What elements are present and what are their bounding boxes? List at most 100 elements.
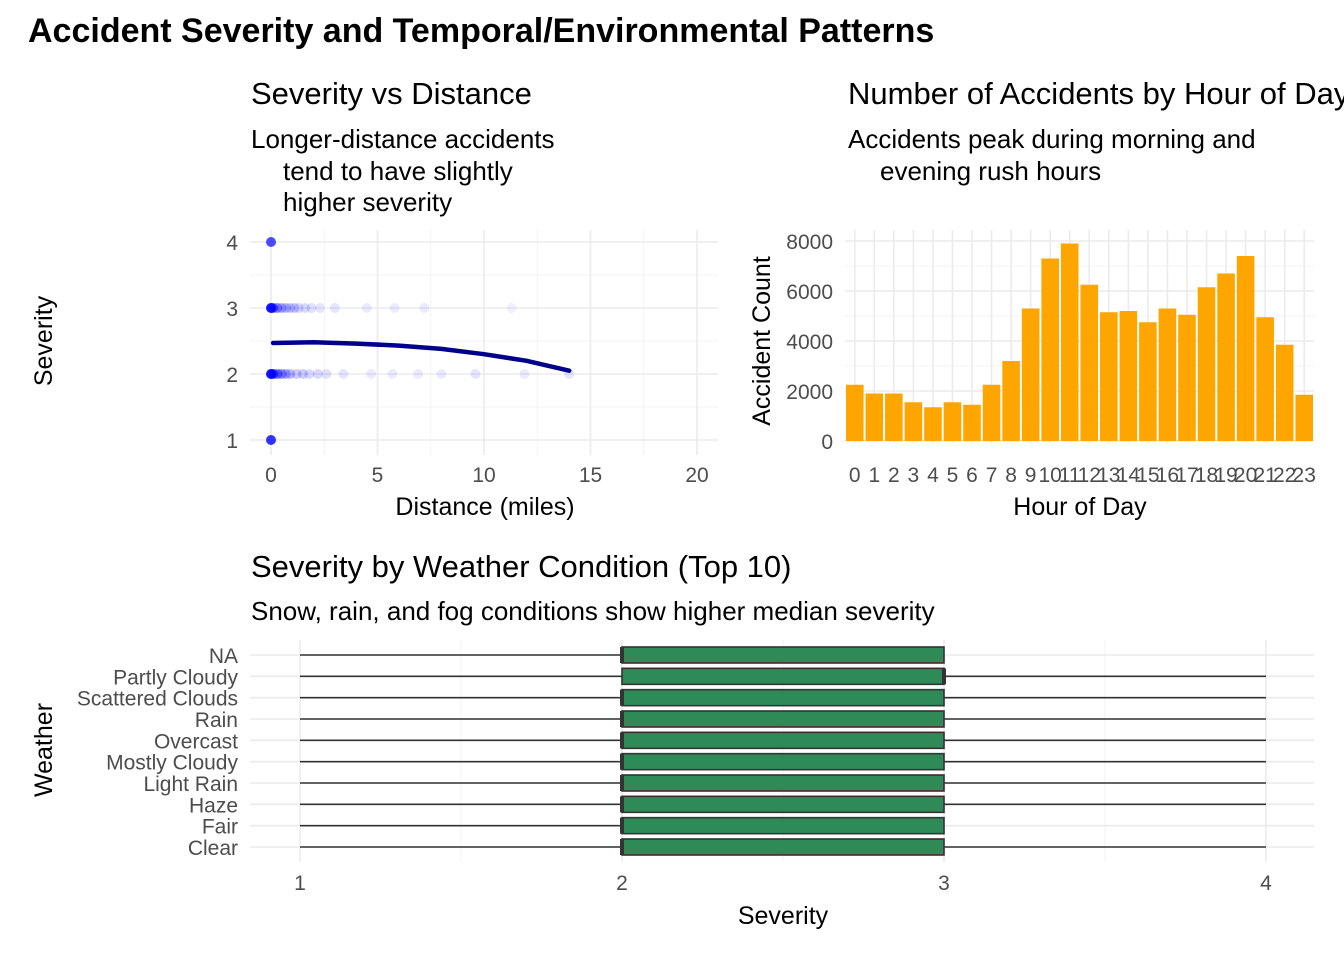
boxplot-box (621, 646, 945, 664)
scatter-point (280, 303, 291, 313)
boxplot-y-tick-label: NA (209, 645, 238, 668)
bar-panel: Number of Accidents by Hour of Day Accid… (748, 76, 1344, 521)
boxplot-box (621, 838, 945, 856)
scatter-point (306, 303, 317, 313)
bar-x-tick-label: 6 (966, 464, 978, 487)
bar-hour (943, 402, 962, 441)
boxplot-x-tick-label: 2 (616, 872, 628, 895)
bar-x-tick-label: 4 (927, 464, 939, 487)
bar-x-tick-label: 21 (1253, 464, 1276, 487)
scatter-point (519, 369, 530, 379)
bar-hour (924, 407, 942, 441)
scatter-x-tick-label: 15 (579, 464, 602, 487)
bar-x-tick-label: 8 (1005, 464, 1017, 487)
scatter-panel: Severity vs Distance Longer-distance acc… (30, 76, 718, 521)
scatter-point (268, 303, 279, 313)
scatter-title: Severity vs Distance (251, 76, 532, 111)
boxplot-box (621, 752, 945, 771)
scatter-point (276, 303, 287, 313)
scatter-point (300, 303, 311, 313)
bar-y-tick-label: 6000 (786, 281, 833, 304)
main-title: Accident Severity and Temporal/Environme… (28, 12, 934, 50)
scatter-point (361, 303, 372, 313)
scatter-point (321, 369, 332, 379)
boxplot-y-tick-label: Overcast (154, 730, 238, 753)
bar-hour (1217, 273, 1235, 441)
bar-hour (845, 384, 864, 441)
boxplot-y-tick-label: Partly Cloudy (113, 666, 238, 689)
bar-x-tick-label: 12 (1078, 464, 1101, 487)
bar-hour (1275, 344, 1294, 441)
bar-hour (1256, 317, 1274, 441)
boxplot-box (621, 710, 945, 728)
scatter-point (436, 369, 447, 379)
bar-hour (1119, 311, 1138, 441)
scatter-point (297, 369, 308, 379)
scatter-point (276, 369, 287, 379)
boxplot-box (621, 795, 945, 814)
boxplot-x-tick-label: 4 (1260, 872, 1272, 895)
bar-x-tick-label: 0 (849, 464, 861, 487)
bar-hour (1178, 314, 1196, 441)
boxplot-box (621, 667, 945, 686)
bar-hour (1100, 312, 1118, 441)
bar-x-tick-label: 14 (1117, 464, 1141, 487)
boxplot-y-tick-label: Fair (202, 816, 238, 839)
scatter-point (272, 303, 283, 313)
scatter-point (338, 369, 349, 379)
boxplot-x-tick-label: 3 (938, 872, 950, 895)
bar-hour (963, 404, 981, 441)
boxplot-subtitle: Snow, rain, and fog conditions show high… (251, 596, 935, 626)
scatter-x-tick-label: 0 (265, 464, 277, 487)
bar-hour (1002, 361, 1020, 441)
bar-hour (1060, 243, 1079, 441)
bar-hour (865, 393, 884, 441)
scatter-point (387, 369, 398, 379)
scatter-x-tick-label: 5 (372, 464, 384, 487)
bar-y-tick-label: 0 (821, 431, 833, 454)
bar-x-tick-label: 16 (1156, 464, 1179, 487)
boxplot-box (621, 688, 945, 707)
scatter-y-axis-label: Severity (30, 295, 58, 386)
bar-hour (1041, 258, 1059, 441)
scatter-y-tick-label: 3 (226, 298, 238, 321)
bar-hour (1080, 284, 1099, 441)
bar-y-tick-label: 2000 (786, 381, 833, 404)
bar-x-tick-label: 7 (986, 464, 998, 487)
bar-hour (982, 384, 1001, 441)
scatter-point (412, 369, 423, 379)
boxplot-y-tick-label: Mostly Cloudy (106, 752, 238, 775)
bar-hour (1197, 287, 1216, 441)
bar-x-tick-label: 9 (1025, 464, 1037, 487)
bar-hour (904, 402, 923, 441)
bar-subtitle-line-1: Accidents peak during morning and (848, 124, 1256, 154)
scatter-subtitle-line-3: higher severity (283, 187, 452, 217)
bar-x-tick-label: 18 (1195, 464, 1218, 487)
bar-x-tick-label: 20 (1234, 464, 1257, 487)
bar-x-axis-label: Hour of Day (1013, 493, 1147, 521)
scatter-y-tick-label: 4 (226, 232, 238, 255)
bar-title: Number of Accidents by Hour of Day (848, 76, 1344, 111)
boxplot-x-axis-label: Severity (738, 902, 829, 930)
scatter-y-tick-label: 2 (226, 364, 238, 387)
boxplot-y-tick-label: Clear (188, 837, 238, 860)
bar-hour (1295, 394, 1314, 441)
scatter-point (289, 303, 300, 313)
boxplot-box (621, 774, 945, 792)
bar-y-tick-label: 4000 (786, 331, 833, 354)
scatter-point (366, 369, 377, 379)
bar-x-tick-label: 1 (868, 464, 880, 487)
scatter-point (291, 369, 302, 379)
scatter-point (304, 369, 315, 379)
scatter-point (506, 303, 517, 313)
scatter-point (314, 303, 325, 313)
boxplot-y-tick-label: Light Rain (143, 773, 238, 796)
bar-subtitle-line-2: evening rush hours (880, 156, 1101, 186)
boxplot-x-tick-label: 1 (294, 872, 306, 895)
boxplot-box (621, 816, 945, 835)
bar-x-tick-label: 17 (1175, 464, 1198, 487)
scatter-trend-line (270, 340, 572, 373)
scatter-point (419, 303, 430, 313)
bar-x-tick-label: 2 (888, 464, 900, 487)
boxplot-panel: Severity by Weather Condition (Top 10) S… (30, 549, 1314, 930)
